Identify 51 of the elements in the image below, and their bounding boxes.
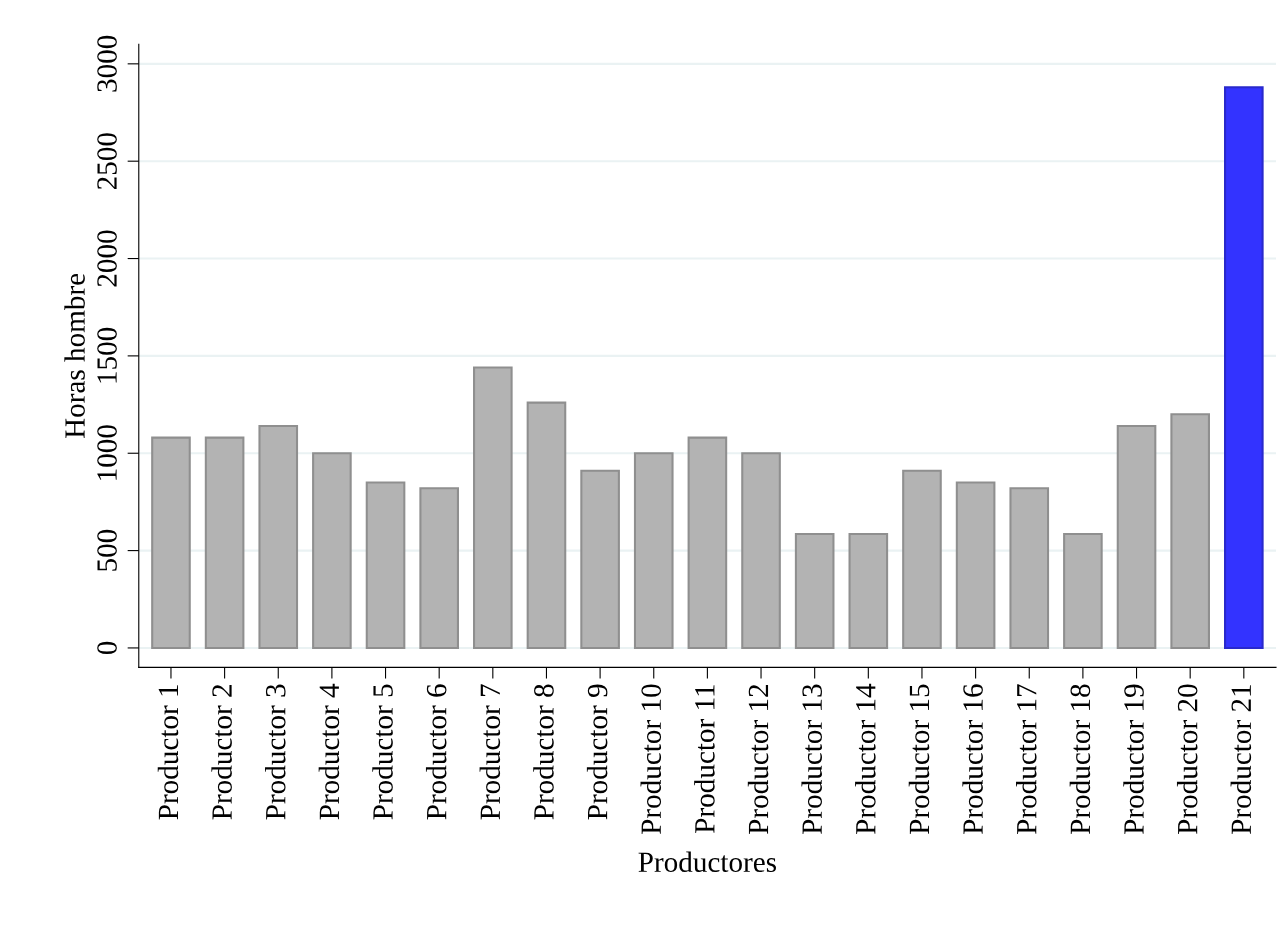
bar [312,452,352,649]
bar [580,469,620,649]
bar [955,481,996,649]
x-tick-label: Productor 12 [747,684,769,835]
x-tick-label: Productor 17 [1016,684,1037,835]
x-tick-label: Productor 15 [908,684,930,835]
y-axis-title: Horas hombre [64,273,85,439]
x-tick-label: Productor 18 [1069,684,1091,835]
bar [473,366,513,649]
bar [794,533,835,649]
x-tick-label: Productor 5 [372,684,393,820]
bar [419,487,459,649]
y-tick-label: 1000 [97,425,117,480]
bar [1116,424,1157,649]
x-tick-label: Productor 14 [855,683,876,835]
bar [1170,413,1210,649]
x-tick-label: Productor 6 [425,684,447,820]
bar [902,469,942,649]
x-tick-label: Productor 1 [157,685,179,820]
bar [365,481,406,649]
x-tick-label: Productor 11 [694,685,715,833]
bar [1224,86,1264,649]
x-tick-label: Productor 7 [479,684,501,820]
x-tick-label: Productor 3 [265,684,286,820]
x-tick-label: Productor 9 [586,684,608,820]
bar [1009,487,1050,649]
y-tick-label: 3000 [97,35,117,92]
x-axis-title: Productores [638,851,776,873]
bar [687,436,728,649]
bar [151,436,191,649]
x-tick-label: Productor 21 [1230,685,1252,835]
y-tick-label: 2000 [97,230,117,287]
y-tick-label: 500 [97,529,117,571]
x-tick-label: Productor 8 [533,684,554,820]
x-tick-label: Productor 4 [318,683,340,820]
bar [526,401,567,649]
x-tick-label: Productor 13 [801,684,822,835]
bar [204,436,245,649]
x-tick-label: Productor 16 [962,684,983,835]
y-tick-label: 0 [97,641,117,655]
y-tick-label: 1500 [97,327,117,383]
x-tick-label: Productor 10 [640,684,662,835]
bar [848,533,889,649]
bar [633,452,674,649]
bar [258,424,299,649]
x-tick-label: Productor 20 [1176,684,1198,835]
x-tick-label: Productor 2 [211,684,232,820]
bar [741,452,781,649]
bar [1063,533,1103,649]
y-tick-label: 2500 [97,133,117,190]
x-tick-label: Productor 19 [1123,684,1144,835]
